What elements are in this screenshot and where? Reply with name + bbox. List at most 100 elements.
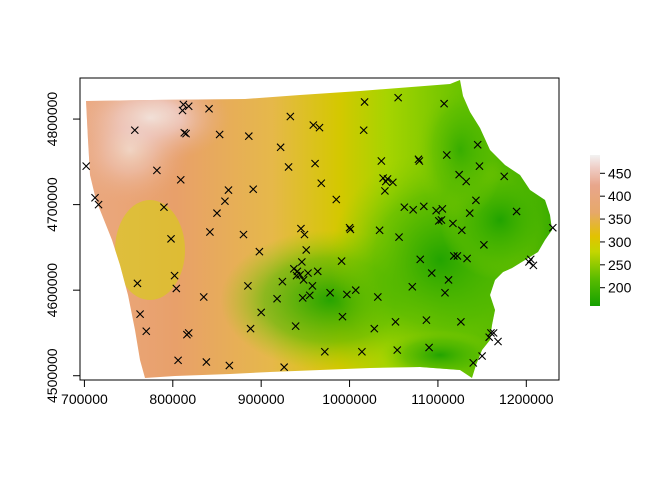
sample-point-marker (338, 312, 347, 321)
sample-point-marker (133, 279, 142, 288)
sample-point-marker (414, 155, 423, 164)
sample-point-marker (296, 224, 305, 233)
sample-point-marker (400, 203, 409, 212)
raster-valley-north (415, 80, 505, 220)
sample-point-marker (276, 143, 285, 152)
sample-point-marker (172, 284, 181, 293)
legend-tick-label: 200 (608, 280, 632, 296)
sample-point-marker (305, 291, 314, 300)
x-tick-label: 800000 (149, 391, 196, 407)
x-tick-label: 1000000 (322, 391, 377, 407)
y-axis: 4500000 4600000 4700000 4800000 (44, 92, 80, 403)
sample-point-marker (291, 322, 300, 331)
sample-point-marker (479, 240, 488, 249)
sample-point-marker (370, 324, 379, 333)
sample-point-marker (442, 151, 451, 159)
sample-point-marker (205, 228, 214, 236)
sample-point-marker (225, 361, 234, 370)
sample-point-marker (302, 245, 311, 254)
sample-point-marker (308, 281, 317, 290)
sample-point-marker (184, 102, 193, 111)
sample-point-marker (167, 234, 176, 243)
sample-point-marker (280, 363, 289, 372)
sample-point-marker (434, 216, 443, 225)
sample-point-marker (326, 288, 335, 297)
sample-point-marker (297, 257, 306, 266)
sample-point-marker (289, 264, 298, 273)
sample-point-marker (243, 281, 252, 290)
sample-point-marker (278, 277, 287, 286)
sample-point-marker (422, 316, 431, 325)
sample-point-marker (182, 129, 191, 138)
sample-point-marker (176, 175, 185, 184)
sample-point-marker (212, 209, 221, 218)
sample-point-marker (462, 177, 471, 186)
sample-point-marker (419, 202, 428, 211)
legend-tick-label: 300 (608, 234, 632, 250)
sample-point-marker (174, 356, 183, 365)
plot-frame (79, 77, 560, 381)
sample-point-marker (449, 251, 458, 260)
sample-point-marker (298, 293, 307, 302)
legend-tick-label: 350 (608, 211, 632, 227)
legend-tick-label: 450 (608, 165, 632, 181)
sample-point-marker (448, 219, 457, 228)
sample-point-marker (489, 328, 498, 337)
sample-point-marker (311, 159, 320, 168)
sample-point-marker (465, 209, 474, 218)
sample-point-marker (296, 270, 305, 279)
sample-point-marker (437, 216, 446, 225)
sample-point-marker (444, 275, 453, 284)
sample-point-marker (180, 128, 189, 137)
sample-point-marker (359, 126, 368, 135)
sample-point-marker (136, 310, 145, 319)
legend-tick-label: 250 (608, 257, 632, 273)
sample-point-marker (179, 100, 188, 109)
sample-point-marker (441, 288, 449, 297)
sample-point-marker (246, 324, 255, 333)
sample-point-marker (471, 196, 480, 205)
sample-point-marker (415, 156, 424, 165)
sample-point-marker (273, 294, 282, 303)
sample-point-marker (416, 255, 425, 264)
sample-point-marker (286, 112, 295, 121)
points-layer (82, 93, 557, 372)
sample-point-marker (249, 185, 258, 194)
sample-point-marker (351, 286, 360, 295)
sample-point-marker (342, 290, 351, 299)
sample-point-marker (357, 347, 366, 356)
sample-point-marker (159, 203, 168, 212)
sample-point-marker (440, 99, 449, 108)
sample-point-marker (453, 251, 462, 260)
sample-point-marker (526, 255, 535, 264)
sample-point-marker (529, 261, 538, 270)
sample-point-marker (478, 352, 487, 361)
sample-point-marker (309, 121, 318, 130)
sample-point-marker (202, 358, 211, 367)
sample-point-marker (332, 195, 341, 204)
sample-point-marker (94, 200, 103, 209)
sample-point-marker (455, 170, 464, 179)
sample-point-marker (315, 123, 324, 132)
sample-point-marker (313, 267, 322, 276)
elevation-raster (86, 80, 552, 378)
legend-tick-label: 400 (608, 188, 632, 204)
sample-point-marker (215, 130, 224, 139)
axes: 700000 800000 900000 1000000 1100000 1200000 … (44, 77, 560, 407)
sample-point-marker (82, 162, 91, 171)
sample-point-marker (220, 197, 229, 206)
sample-point-marker (345, 223, 354, 232)
x-tick-label: 700000 (61, 391, 108, 407)
sample-point-marker (205, 104, 214, 113)
sample-point-marker (395, 233, 404, 242)
y-tick-label: 4500000 (44, 348, 60, 403)
legend-colorbar (590, 155, 600, 306)
sample-point-marker (408, 282, 417, 291)
y-tick-label: 4700000 (44, 177, 60, 232)
y-tick-label: 4800000 (44, 92, 60, 147)
sample-point-marker (373, 293, 382, 302)
sample-point-marker (457, 226, 466, 235)
sample-point-marker (394, 93, 403, 102)
sample-point-marker (337, 257, 346, 266)
sample-point-marker (383, 174, 392, 183)
